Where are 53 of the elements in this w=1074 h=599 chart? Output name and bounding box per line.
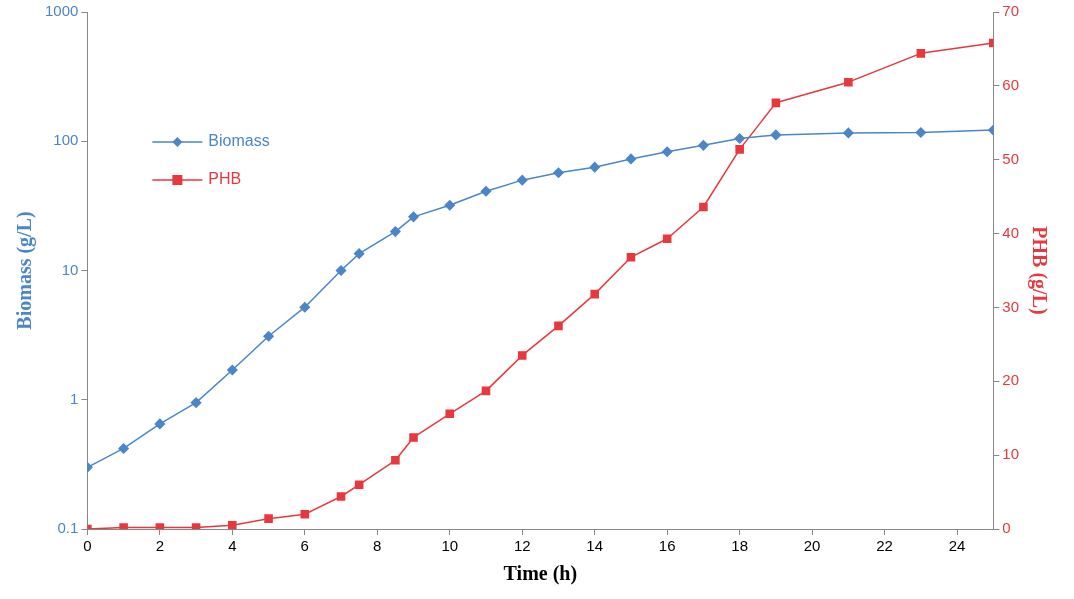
y2-tick-label: 20 (1002, 371, 1019, 389)
x-tick-label: 20 (803, 537, 821, 555)
point (299, 301, 311, 313)
x-tick-label: 10 (441, 537, 459, 555)
point (480, 186, 492, 197)
x-axis-title: Time (h) (503, 562, 578, 586)
y2-tick-label: 70 (1002, 2, 1019, 20)
y-tick-label: 10 (61, 260, 79, 278)
x-tick-label: 18 (731, 537, 748, 555)
y-tick-label: 1000 (44, 2, 79, 20)
y2-axis-title: PHB (g/L) (1027, 226, 1051, 315)
point (353, 248, 365, 259)
y-axis-title: Biomass (g/L) (13, 211, 37, 330)
y-tick-label: 1 (70, 389, 79, 407)
point (734, 133, 745, 144)
y2-tick-label: 50 (1002, 149, 1019, 167)
point (227, 364, 238, 376)
y2-tick-label: 60 (1002, 76, 1019, 93)
point (698, 140, 709, 151)
point (770, 129, 782, 141)
y-tick-label: 100 (53, 131, 79, 149)
y2-tick-label: 0 (1002, 519, 1011, 537)
point (263, 330, 274, 342)
point (335, 265, 347, 276)
point (444, 199, 455, 211)
point (408, 211, 419, 223)
x-tick-label: 2 (155, 537, 165, 555)
x-tick-label: 12 (513, 537, 531, 555)
x-tick-label: 0 (83, 537, 92, 555)
legend-label: PHB (208, 170, 242, 188)
x-tick-label: 22 (876, 537, 893, 555)
point (190, 397, 202, 408)
point (661, 146, 673, 157)
y2-tick-label: 10 (1002, 445, 1019, 463)
x-tick-label: 24 (948, 537, 966, 555)
y-tick-label: 0.1 (57, 519, 79, 537)
x-tick-label: 4 (228, 537, 237, 555)
x-tick-label: 8 (373, 537, 382, 555)
x-tick-label: 14 (586, 537, 604, 555)
point (915, 127, 927, 138)
point (625, 153, 637, 165)
point (390, 226, 401, 237)
y2-tick-label: 30 (1002, 297, 1019, 315)
point (843, 127, 854, 139)
point (154, 418, 166, 430)
y2-tick-label: 40 (1002, 223, 1019, 241)
x-tick-label: 16 (658, 537, 676, 555)
point (553, 167, 564, 179)
legend-label: Biomass (208, 132, 270, 150)
point (516, 174, 528, 186)
point (118, 443, 129, 454)
point (589, 161, 600, 173)
x-tick-label: 6 (300, 537, 309, 555)
